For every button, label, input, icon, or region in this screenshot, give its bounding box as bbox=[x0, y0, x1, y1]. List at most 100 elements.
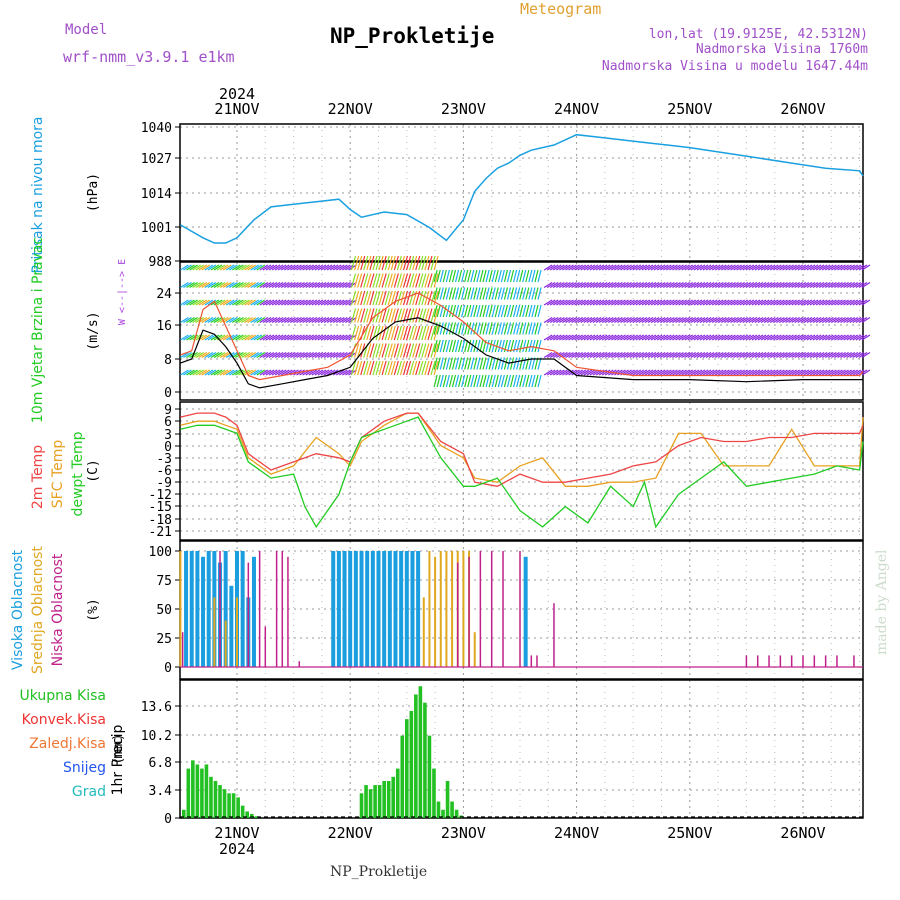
wind-barb bbox=[399, 290, 406, 306]
wind-barb bbox=[339, 299, 348, 306]
wind-barb bbox=[259, 264, 269, 271]
wind-barb bbox=[678, 264, 687, 271]
precip-bar bbox=[364, 785, 368, 818]
wind-barb bbox=[800, 264, 810, 271]
wind-barb bbox=[442, 269, 447, 283]
ytick-label: 24 bbox=[156, 287, 172, 302]
wind-barb bbox=[287, 264, 296, 271]
wind-barb bbox=[479, 287, 484, 300]
wind-barb bbox=[647, 281, 657, 289]
wind-barb bbox=[604, 351, 614, 359]
wind-barb bbox=[262, 264, 272, 271]
wind-barb bbox=[635, 351, 645, 359]
wind-barb bbox=[201, 369, 211, 376]
wind-barb bbox=[448, 304, 454, 318]
wind-barb bbox=[672, 334, 681, 341]
wind-barb bbox=[274, 299, 284, 306]
wind-barb bbox=[369, 290, 375, 306]
wind-barb bbox=[375, 273, 381, 288]
wind-barb bbox=[733, 299, 742, 306]
wind-barb bbox=[219, 369, 229, 376]
wind-barb bbox=[326, 316, 336, 324]
wind-barb bbox=[837, 264, 846, 271]
wind-barb bbox=[800, 281, 810, 289]
wind-barb bbox=[222, 264, 232, 271]
wind-barb bbox=[724, 334, 733, 341]
wind-barb bbox=[399, 273, 406, 288]
wind-barb bbox=[399, 343, 406, 358]
wind-barb bbox=[592, 334, 602, 341]
precip-bar bbox=[218, 785, 222, 818]
wind-barb bbox=[543, 369, 553, 376]
cloud-bar bbox=[236, 597, 238, 667]
wind-barb bbox=[375, 308, 381, 323]
wind-barb bbox=[644, 351, 654, 359]
wind-barb bbox=[614, 334, 623, 341]
dewpt-axis-title: dewpt Temp bbox=[70, 431, 86, 516]
wind-barb bbox=[390, 255, 396, 271]
wind-barb bbox=[791, 264, 800, 271]
wind-barb bbox=[751, 264, 761, 271]
wind-barb bbox=[418, 255, 424, 271]
wind-barb bbox=[513, 322, 518, 335]
wind-barb bbox=[617, 281, 626, 289]
wind-barb bbox=[225, 281, 235, 289]
wind-barb bbox=[448, 339, 454, 353]
wind-barb bbox=[265, 281, 275, 289]
wind-barb bbox=[180, 369, 189, 376]
wind-barb bbox=[253, 264, 263, 271]
wind-barb bbox=[693, 351, 703, 359]
wind-barb bbox=[350, 325, 357, 341]
wind-barb bbox=[565, 334, 574, 341]
wind-barb bbox=[773, 299, 782, 306]
wind-barb bbox=[537, 269, 542, 283]
wind-barb bbox=[647, 369, 657, 376]
wind-barb bbox=[293, 264, 302, 271]
wind-barb bbox=[604, 334, 614, 341]
wind-barb bbox=[586, 264, 596, 271]
footer-station: NP_Prokletije bbox=[330, 864, 427, 880]
xtick-bottom-label: 23NOV bbox=[441, 824, 486, 842]
wind-barb bbox=[228, 281, 238, 289]
wind-barb bbox=[525, 322, 530, 335]
wind-barb bbox=[687, 334, 697, 341]
wind-barb bbox=[232, 299, 241, 306]
wind-barb bbox=[708, 351, 718, 359]
wind-barb bbox=[497, 339, 502, 353]
cloud-bar bbox=[189, 551, 194, 667]
wind-barb bbox=[366, 273, 372, 288]
wind-barb bbox=[714, 351, 724, 359]
wind-barb bbox=[409, 343, 415, 358]
wind-barb bbox=[534, 304, 539, 318]
cloud-bar bbox=[359, 551, 364, 667]
wind-barb bbox=[583, 351, 593, 359]
wind-barb bbox=[549, 316, 559, 324]
wind-barb bbox=[259, 281, 269, 289]
ytick-label: 3 bbox=[164, 428, 172, 443]
wind-barb bbox=[516, 304, 521, 318]
wind-barb bbox=[614, 281, 623, 289]
wind-barb bbox=[409, 255, 415, 271]
wind-barb bbox=[852, 281, 862, 289]
wind-barb bbox=[283, 369, 293, 376]
wind-barb bbox=[204, 264, 214, 271]
wind-barb bbox=[681, 264, 690, 271]
wind-barb bbox=[629, 264, 639, 271]
wind-barb bbox=[824, 264, 834, 271]
wind-barb bbox=[546, 316, 556, 324]
wind-barb bbox=[620, 281, 629, 289]
wind-barb bbox=[757, 334, 767, 341]
wind-barb bbox=[244, 281, 253, 289]
wind-barb bbox=[473, 287, 478, 300]
wind-barb bbox=[253, 316, 263, 324]
wind-barb bbox=[228, 299, 238, 306]
wind-barb bbox=[556, 299, 565, 306]
wind-barb bbox=[488, 339, 493, 353]
wind-barb bbox=[476, 339, 481, 353]
wind-barb bbox=[672, 351, 681, 359]
wind-barb bbox=[797, 316, 807, 324]
wind-barb bbox=[653, 351, 663, 359]
wind-barb bbox=[473, 357, 478, 370]
wind-barb bbox=[760, 316, 770, 324]
wind-barb bbox=[271, 299, 281, 306]
